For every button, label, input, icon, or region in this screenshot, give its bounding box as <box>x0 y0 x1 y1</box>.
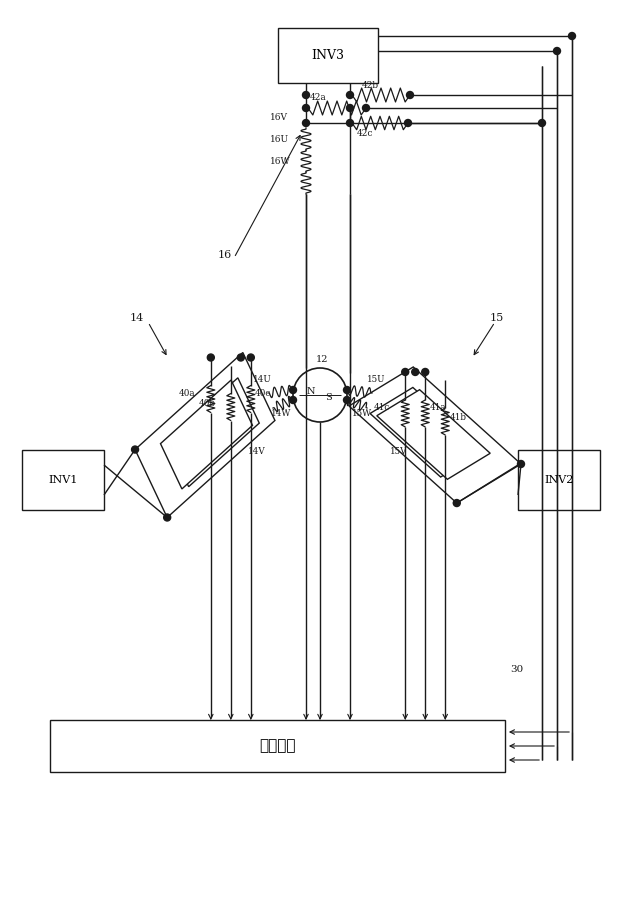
Text: 15: 15 <box>490 313 504 323</box>
Circle shape <box>539 120 545 127</box>
Circle shape <box>569 33 575 40</box>
Circle shape <box>302 104 310 111</box>
Circle shape <box>207 354 215 361</box>
Text: 15W: 15W <box>352 409 372 418</box>
Text: 14U: 14U <box>253 374 272 383</box>
Bar <box>278 28 378 83</box>
Circle shape <box>248 354 254 361</box>
Text: S: S <box>326 393 332 402</box>
Text: 40a: 40a <box>179 389 195 398</box>
Text: INV1: INV1 <box>49 475 78 485</box>
Polygon shape <box>160 380 253 489</box>
Bar <box>518 450 600 510</box>
Circle shape <box>238 354 244 361</box>
Circle shape <box>289 397 297 403</box>
Circle shape <box>407 92 414 99</box>
Bar <box>22 450 104 510</box>
Text: 14: 14 <box>130 313 144 323</box>
Circle shape <box>554 47 560 54</box>
Circle shape <box>302 92 310 99</box>
Circle shape <box>518 460 524 467</box>
Polygon shape <box>135 352 275 517</box>
Circle shape <box>412 369 419 375</box>
Circle shape <box>289 387 297 393</box>
Text: 16: 16 <box>218 250 232 260</box>
Circle shape <box>293 368 347 422</box>
Polygon shape <box>349 367 521 503</box>
Text: 15V: 15V <box>390 448 407 457</box>
Circle shape <box>346 104 353 111</box>
Text: 12: 12 <box>316 355 328 364</box>
Text: 41a: 41a <box>429 403 446 412</box>
Text: 16U: 16U <box>270 134 289 143</box>
Text: 40b: 40b <box>199 399 216 408</box>
Text: 16V: 16V <box>270 112 288 121</box>
Text: 41b: 41b <box>449 413 466 422</box>
Circle shape <box>343 387 351 393</box>
Circle shape <box>343 397 351 403</box>
Text: 14W: 14W <box>271 409 291 418</box>
Text: 14V: 14V <box>248 448 266 457</box>
Text: INV2: INV2 <box>544 475 573 485</box>
Text: 制御装置: 制御装置 <box>259 739 295 753</box>
Text: 42a: 42a <box>310 93 327 102</box>
Circle shape <box>363 104 369 111</box>
Text: INV3: INV3 <box>312 49 345 62</box>
Circle shape <box>346 120 353 127</box>
Circle shape <box>346 92 353 99</box>
Polygon shape <box>377 390 490 479</box>
Text: N: N <box>307 388 315 397</box>
Circle shape <box>422 369 429 375</box>
Circle shape <box>404 120 412 127</box>
Text: 41c: 41c <box>373 403 389 412</box>
Polygon shape <box>370 388 483 477</box>
Text: 42b: 42b <box>362 81 379 90</box>
Text: 15U: 15U <box>367 374 386 383</box>
Circle shape <box>453 499 460 506</box>
Circle shape <box>132 446 139 453</box>
Polygon shape <box>167 378 259 487</box>
Circle shape <box>164 514 170 521</box>
Circle shape <box>302 120 310 127</box>
Bar <box>50 720 505 772</box>
Text: 16W: 16W <box>270 157 290 166</box>
Text: 30: 30 <box>510 666 523 674</box>
Text: 42c: 42c <box>357 130 373 139</box>
Text: 40c: 40c <box>255 389 271 398</box>
Circle shape <box>402 369 409 375</box>
